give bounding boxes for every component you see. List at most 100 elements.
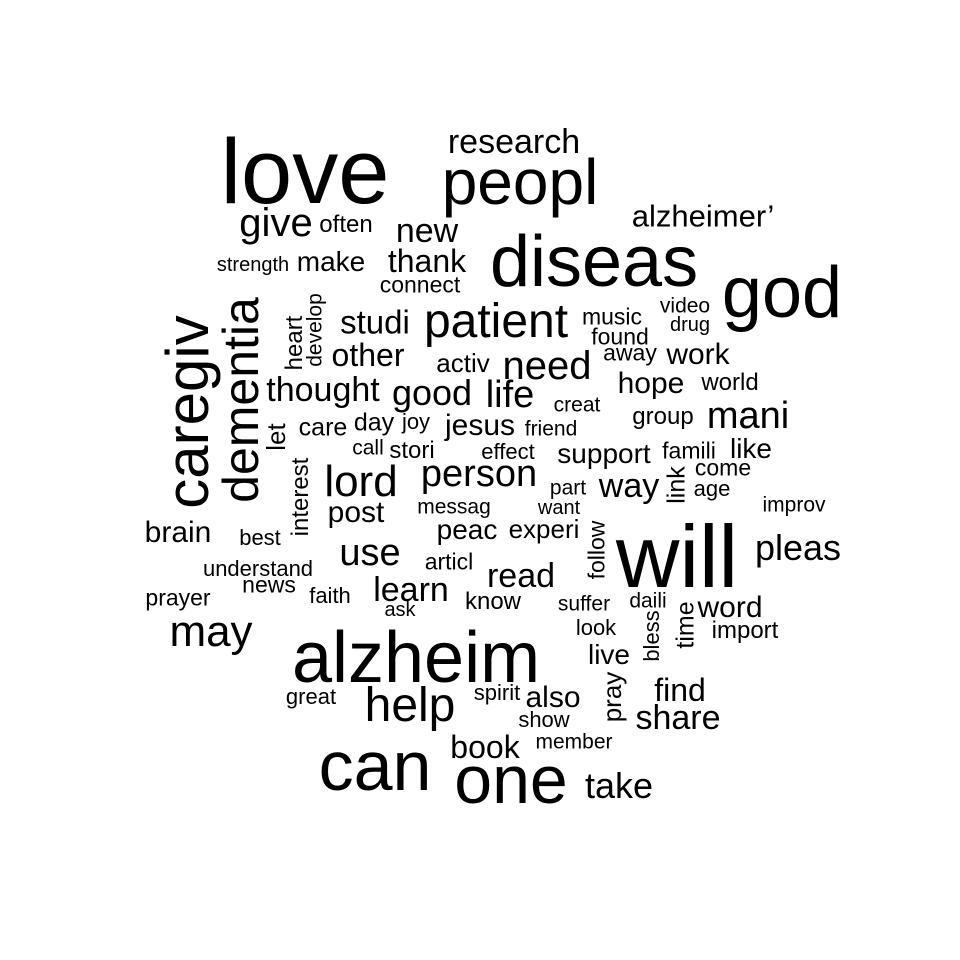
word-also: also: [525, 681, 581, 714]
word-away: away: [603, 339, 657, 366]
word-diseas: diseas: [489, 222, 699, 302]
word-often: often: [319, 211, 373, 238]
word-work: work: [666, 338, 730, 371]
word-suffer: suffer: [557, 592, 611, 616]
word-person: person: [420, 453, 538, 495]
word-read: read: [486, 557, 556, 595]
word-patient: patient: [423, 295, 569, 348]
word-take: take: [584, 765, 654, 806]
word-found: found: [591, 323, 649, 350]
word-strength: strength: [216, 254, 290, 276]
word-let: let: [261, 423, 291, 451]
word-other: other: [331, 337, 405, 373]
word-friend: friend: [524, 417, 578, 441]
word-support: support: [557, 438, 651, 469]
word-follow: follow: [583, 520, 610, 580]
word-share: share: [635, 699, 721, 737]
word-news: news: [242, 571, 296, 598]
word-one: one: [454, 742, 568, 818]
word-spirit: spirit: [473, 680, 521, 705]
word-heart: heart: [281, 315, 308, 371]
word-jesus: jesus: [444, 409, 516, 442]
word-learn: learn: [373, 571, 449, 609]
word-studi: studi: [340, 303, 410, 341]
word-alzheimer: alzheimer’: [631, 198, 775, 234]
word-best: best: [239, 525, 281, 550]
word-prayer: prayer: [145, 584, 211, 611]
word-pleas: pleas: [754, 527, 842, 568]
word-live: live: [587, 639, 631, 670]
word-make: make: [296, 246, 366, 277]
word-drug: drug: [669, 314, 711, 336]
word-part: part: [549, 476, 587, 500]
word-give: give: [239, 201, 313, 245]
word-articl: articl: [424, 548, 474, 575]
word-new: new: [395, 212, 459, 250]
word-love: love: [220, 121, 390, 223]
word-may: may: [169, 607, 253, 656]
word-peac: peac: [436, 514, 498, 545]
word-daili: daili: [629, 589, 667, 613]
word-age: age: [693, 476, 731, 501]
word-day: day: [353, 408, 395, 437]
word-messag: messag: [417, 495, 491, 519]
word-hope: hope: [617, 367, 685, 400]
word-post: post: [327, 496, 385, 529]
word-thank: thank: [387, 243, 467, 279]
word-creat: creat: [553, 393, 601, 417]
word-need: need: [502, 344, 592, 388]
word-alzheim: alzheim: [291, 618, 541, 698]
word-can: can: [318, 727, 432, 805]
word-video: video: [659, 294, 711, 318]
word-music: music: [581, 303, 643, 330]
word-way: way: [598, 467, 660, 505]
word-peopl: peopl: [441, 146, 599, 218]
word-care: care: [298, 413, 348, 442]
word-show: show: [518, 707, 570, 732]
word-understand: understand: [202, 556, 314, 581]
word-good: good: [391, 372, 473, 413]
word-lord: lord: [324, 457, 398, 506]
word-dementia: dementia: [213, 297, 269, 503]
word-faith: faith: [309, 583, 351, 608]
word-look: look: [575, 615, 617, 640]
word-book: book: [450, 729, 520, 765]
word-thought: thought: [266, 371, 380, 409]
word-life: life: [485, 374, 535, 416]
word-bless: bless: [639, 610, 664, 662]
word-find: find: [654, 672, 706, 708]
word-group: group: [632, 403, 694, 430]
word-word: word: [697, 591, 763, 624]
word-call: call: [352, 436, 384, 460]
word-import: import: [711, 617, 779, 644]
word-member: member: [535, 730, 613, 754]
word-come: come: [694, 454, 752, 481]
word-will: will: [615, 507, 739, 606]
word-ask: ask: [384, 599, 416, 621]
word-interest: interest: [287, 457, 314, 537]
word-use: use: [339, 532, 401, 574]
word-brain: brain: [144, 516, 212, 549]
word-god: god: [721, 253, 843, 333]
word-caregiv: caregiv: [154, 315, 221, 509]
word-time: time: [671, 601, 700, 649]
word-stori: stori: [389, 437, 435, 464]
word-activ: activ: [436, 348, 490, 378]
word-experi: experi: [508, 514, 580, 544]
word-improv: improv: [762, 493, 826, 517]
word-joy: joy: [401, 409, 431, 434]
word-world: world: [701, 369, 759, 396]
word-connect: connect: [379, 271, 461, 298]
word-know: know: [464, 588, 522, 615]
word-want: want: [537, 497, 581, 519]
word-mani: mani: [706, 395, 790, 437]
word-like: like: [729, 433, 773, 464]
word-help: help: [364, 679, 456, 732]
word-research: research: [447, 123, 581, 161]
word-effect: effect: [481, 439, 535, 464]
word-great: great: [285, 684, 337, 709]
word-pray: pray: [597, 671, 627, 723]
word-link: link: [662, 466, 691, 504]
word-famili: famili: [662, 437, 716, 464]
